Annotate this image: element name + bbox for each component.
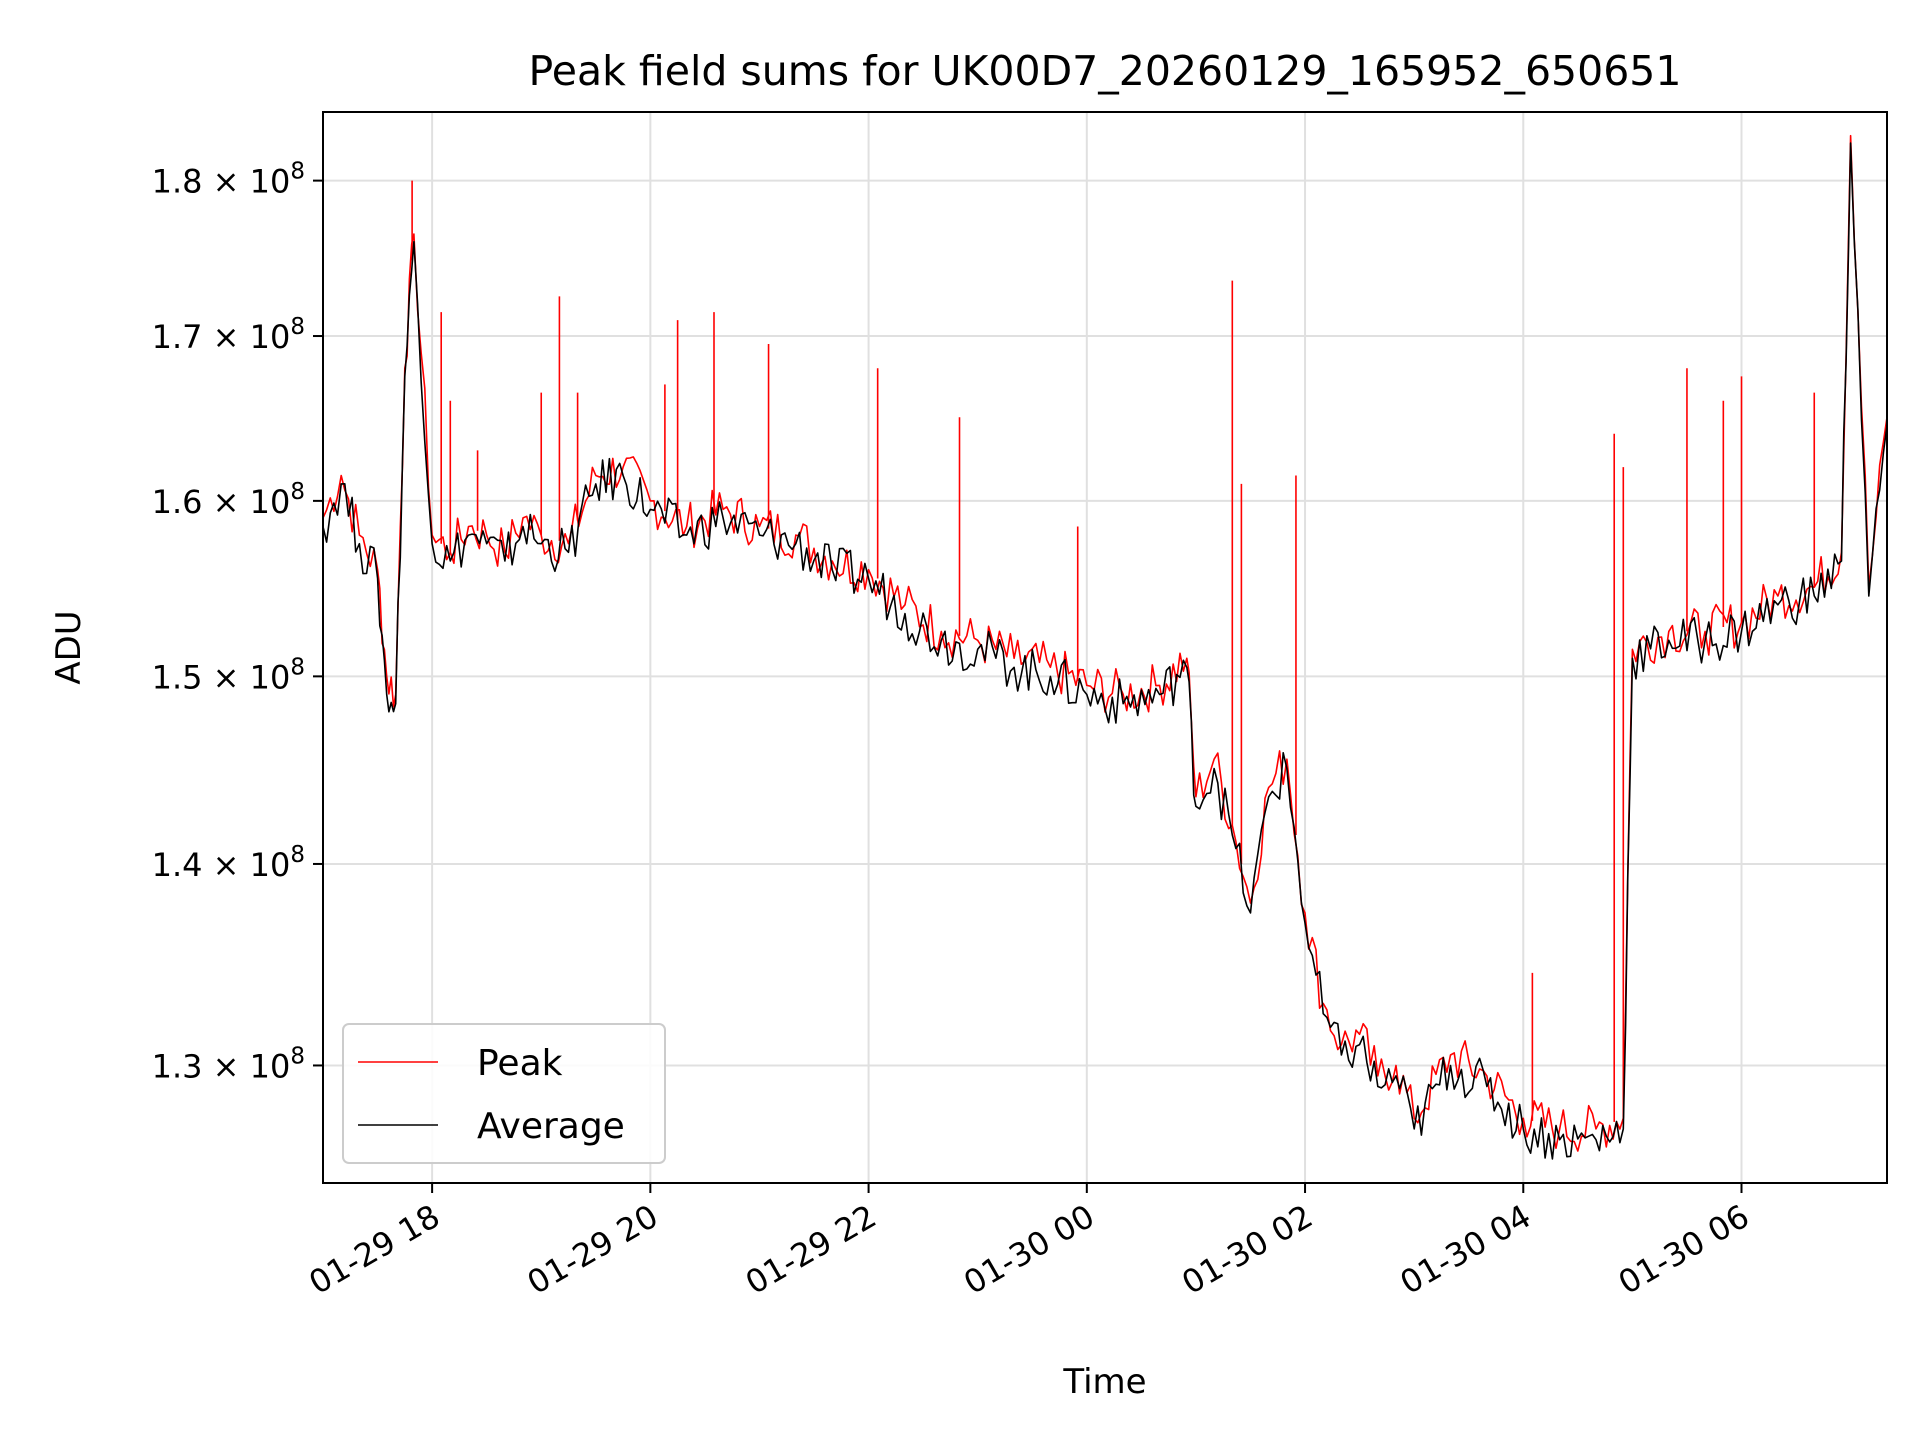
- y-tick-label: 1.5 × 108: [152, 654, 305, 696]
- plot-frame: [322, 111, 1888, 1184]
- legend: Peak Average: [342, 1023, 666, 1164]
- x-axis-label: Time: [1062, 1362, 1146, 1402]
- y-tick-label: 1.4 × 108: [152, 842, 305, 884]
- y-tick-label: 1.7 × 108: [152, 314, 305, 356]
- y-tick-label: 1.6 × 108: [152, 479, 305, 521]
- legend-box: [342, 1023, 666, 1164]
- legend-label-average: Average: [477, 1106, 625, 1147]
- legend-label-peak: Peak: [477, 1043, 563, 1084]
- series-layer: [323, 134, 1887, 1160]
- series-line-average: [323, 142, 1887, 1160]
- y-axis: 1.3 × 108 1.4 × 108 1.5 × 108 1.6 × 108 1.7 …: [152, 159, 323, 1085]
- chart-title: Peak field sums for UK00D7_20260129_1659…: [529, 47, 1682, 95]
- plot-area: [323, 134, 1887, 1160]
- y-tick-label: 1.3 × 108: [152, 1043, 305, 1085]
- y-tick-label: 1.8 × 108: [152, 159, 305, 201]
- y-axis-label: ADU: [49, 610, 89, 684]
- grid: [323, 112, 1887, 1183]
